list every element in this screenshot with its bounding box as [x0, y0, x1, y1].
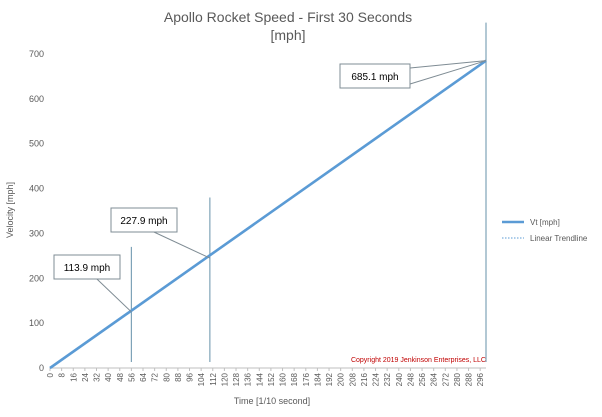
- y-tick-label: 600: [29, 94, 44, 104]
- callout-box: [339, 63, 411, 89]
- y-axis-label: Velocity [mph]: [5, 182, 15, 238]
- legend-label: Linear Trendline: [530, 234, 588, 243]
- x-tick-label: 24: [81, 372, 90, 381]
- x-tick-label: 168: [290, 372, 299, 386]
- series-layer: [49, 59, 487, 370]
- callout-leader: [409, 60, 487, 85]
- legend-label: Vt [mph]: [530, 218, 560, 227]
- x-tick-label: 88: [174, 372, 183, 381]
- marker-lines: [130, 22, 487, 362]
- x-tick-label: 248: [406, 372, 415, 386]
- callout-leader: [153, 231, 211, 259]
- x-tick-label: 288: [465, 372, 474, 386]
- x-tick-label: 80: [162, 372, 171, 381]
- x-tick-label: 48: [116, 372, 125, 381]
- x-tick-label: 256: [418, 372, 427, 386]
- callout-box: [110, 207, 178, 233]
- x-tick-label: 16: [69, 372, 78, 381]
- x-tick-label: 40: [104, 372, 113, 381]
- x-tick-label: 240: [395, 372, 404, 386]
- x-tick-label: 56: [127, 372, 136, 381]
- copyright-annotation: Copyright 2019 Jenkinson Enterprises, LL…: [351, 357, 486, 364]
- callout-label: 113.9 mph: [64, 263, 111, 274]
- x-tick-label: 64: [139, 372, 148, 381]
- x-tick-label: 128: [232, 372, 241, 386]
- x-tick-label: 136: [244, 372, 253, 386]
- y-tick-label: 0: [39, 363, 44, 373]
- x-tick-label: 32: [93, 372, 102, 381]
- y-tick-label: 200: [29, 273, 44, 283]
- callout-leader: [96, 278, 132, 313]
- x-tick-label: 8: [58, 372, 67, 377]
- y-tick-label: 300: [29, 228, 44, 238]
- x-tick-label: 208: [348, 372, 357, 386]
- x-tick-label: 152: [267, 372, 276, 386]
- callout-label: 685.1 mph: [351, 72, 398, 83]
- callout-label: 227.9 mph: [120, 216, 167, 227]
- x-tick-label: 200: [337, 372, 346, 386]
- y-tick-label: 700: [29, 49, 44, 59]
- x-tick-label: 224: [372, 372, 381, 386]
- x-tick-label: 176: [302, 372, 311, 386]
- x-tick-label: 192: [325, 372, 334, 386]
- x-tick-label: 72: [151, 372, 160, 381]
- callout-leader: [409, 60, 487, 69]
- x-tick-label: 216: [360, 372, 369, 386]
- x-tick-label: 232: [383, 372, 392, 386]
- trendline: [49, 60, 487, 369]
- y-tick-label: 500: [29, 139, 44, 149]
- x-tick-label: 120: [220, 372, 229, 386]
- x-tick-label: 264: [430, 372, 439, 386]
- chart-subtitle: [mph]: [270, 27, 305, 43]
- x-axis: 0 8 16 24 32 40 48 56 64 72 80 88 96 104 112 120 128 136 1…: [46, 367, 486, 386]
- x-tick-label: 272: [441, 372, 450, 386]
- chart-title: Apollo Rocket Speed - First 30 Seconds: [164, 9, 412, 25]
- callouts: 113.9 mph 227.9 mph 685.1 mph: [53, 60, 487, 313]
- x-tick-label: 184: [313, 372, 322, 386]
- y-tick-label: 400: [29, 184, 44, 194]
- x-tick-label: 296: [476, 372, 485, 386]
- y-tick-label: 100: [29, 318, 44, 328]
- x-tick-label: 96: [186, 372, 195, 381]
- x-tick-label: 160: [279, 372, 288, 386]
- x-tick-label: 144: [255, 372, 264, 386]
- x-axis-label: Time [1/10 second]: [234, 396, 310, 406]
- callout-box: [53, 254, 121, 280]
- x-tick-label: 0: [46, 372, 55, 377]
- x-tick-label: 104: [197, 372, 206, 386]
- legend: Vt [mph] Linear Trendline: [502, 218, 588, 243]
- x-tick-label: 280: [453, 372, 462, 386]
- x-tick-label: 112: [209, 372, 218, 385]
- y-axis: 0 100 200 300 400 500 600 700: [29, 49, 44, 373]
